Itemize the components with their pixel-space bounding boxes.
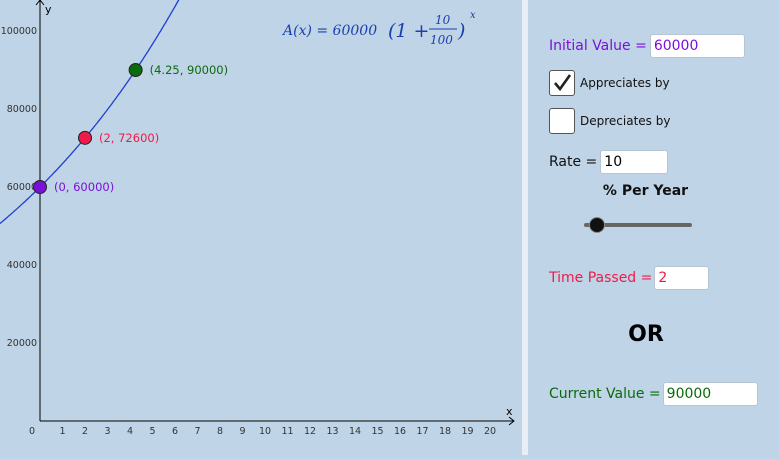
x-tick-label: 1 — [59, 426, 65, 437]
appreciates-checkbox[interactable] — [549, 70, 575, 96]
x-tick-label: 14 — [349, 426, 361, 437]
depreciates-label: Depreciates by — [580, 114, 671, 128]
time-passed-input[interactable]: 2 — [654, 266, 710, 290]
formula-open: (1 + — [388, 20, 429, 42]
x-tick-label: 9 — [239, 426, 245, 437]
y-tick-label: 80000 — [7, 104, 37, 115]
slider-knob[interactable] — [588, 217, 605, 233]
formula-denominator: 100 — [430, 33, 453, 47]
current-value-input[interactable]: 90000 — [662, 382, 758, 406]
point-label: (4.25, 90000) — [150, 63, 228, 77]
data-point[interactable] — [128, 63, 143, 77]
slider-track[interactable] — [584, 223, 692, 227]
x-tick-label: 15 — [371, 426, 383, 437]
x-tick-label: 2 — [82, 426, 88, 437]
graph-panel[interactable]: x y 0 1 2 3 4 5 6 7 8 9 10 11 12 13 14 15 16 17 18 19 20 20… — [0, 0, 522, 455]
panel-divider[interactable] — [522, 0, 528, 455]
formula-lhs: A(x) = 60000 — [281, 23, 377, 39]
formula: A(x) = 60000 (1 + 10 100 ) x — [281, 10, 476, 47]
x-tick-label: 18 — [439, 426, 451, 437]
x-tick-label: 11 — [281, 426, 293, 437]
x-tick-label: 19 — [461, 426, 473, 437]
y-axis-label: y — [45, 3, 52, 16]
current-value-label: Current Value = — [549, 386, 661, 402]
per-year-label: % Per Year — [602, 183, 689, 199]
appreciates-label: Appreciates by — [580, 76, 670, 90]
point-label: (0, 60000) — [54, 180, 114, 194]
rate-row: Rate = 10 — [549, 150, 669, 174]
data-point[interactable] — [78, 130, 92, 145]
exponential-curve — [0, 0, 180, 225]
x-tick-label: 5 — [149, 426, 155, 437]
formula-close: ) — [457, 20, 465, 42]
x-tick-label: 17 — [416, 426, 428, 437]
y-tick-label: 20000 — [7, 338, 37, 349]
depreciates-row: Depreciates by — [549, 108, 670, 134]
y-tick-label: 100000 — [1, 26, 37, 37]
time-passed-row: Time Passed = 2 — [549, 266, 710, 290]
x-ticks: 1 2 3 4 5 6 7 8 9 10 11 12 13 14 15 16 17 18 19 20 — [59, 426, 496, 437]
x-tick-label: 10 — [259, 426, 271, 437]
points: (0, 60000) (2, 72600) (4.25, 90000) — [33, 63, 228, 194]
formula-numerator: 10 — [435, 13, 451, 27]
current-value-row: Current Value = 90000 — [549, 382, 758, 406]
initial-value-row: Initial Value = 60000 — [549, 34, 745, 58]
initial-value-label: Initial Value = — [549, 38, 647, 54]
graph-canvas[interactable]: x y 0 1 2 3 4 5 6 7 8 9 10 11 12 13 14 15 16 17 18 19 20 20… — [0, 0, 522, 455]
x-tick-label: 8 — [217, 426, 223, 437]
x-tick-label: 7 — [194, 426, 200, 437]
formula-exponent: x — [470, 10, 476, 21]
controls-panel: Initial Value = 60000 Appreciates by Dep… — [528, 0, 779, 455]
point-label: (2, 72600) — [99, 131, 159, 145]
x-axis-label: x — [506, 405, 513, 418]
checkmark-icon — [554, 74, 572, 92]
or-label: OR — [628, 322, 664, 347]
appreciates-row: Appreciates by — [549, 70, 670, 96]
x-tick-label: 13 — [326, 426, 338, 437]
x-tick-label: 16 — [394, 426, 406, 437]
origin-label: 0 — [29, 426, 35, 437]
y-ticks: 20000 40000 60000 80000 100000 — [1, 26, 37, 349]
y-tick-label: 40000 — [7, 260, 37, 271]
x-tick-label: 20 — [484, 426, 496, 437]
x-tick-label: 6 — [172, 426, 178, 437]
y-tick-label: 60000 — [7, 182, 37, 193]
rate-label: Rate = — [549, 154, 598, 170]
data-point[interactable] — [33, 180, 47, 194]
x-tick-label: 12 — [304, 426, 316, 437]
initial-value-input[interactable]: 60000 — [649, 34, 745, 58]
x-tick-label: 4 — [127, 426, 133, 437]
x-tick-label: 3 — [104, 426, 110, 437]
depreciates-checkbox[interactable] — [549, 108, 575, 134]
rate-input[interactable]: 10 — [600, 150, 669, 174]
time-passed-label: Time Passed = — [549, 270, 653, 286]
rate-slider[interactable] — [584, 216, 692, 234]
axes — [35, 0, 515, 426]
